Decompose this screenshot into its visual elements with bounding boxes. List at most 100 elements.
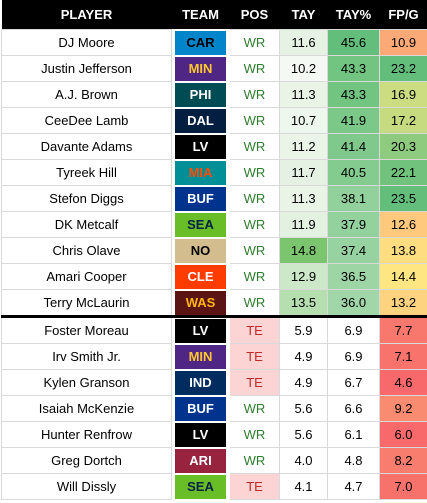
tay-pct-cell: 38.1 [327, 185, 380, 212]
fpg-cell: 6.0 [379, 421, 427, 448]
table-row: Isaiah McKenzie BUF WR 5.6 6.6 9.2 [1, 395, 427, 422]
team-cell: IND [171, 369, 230, 396]
table-row: Hunter Renfrow LV WR 5.6 6.1 6.0 [1, 421, 427, 448]
tay-pct-cell: 6.1 [327, 421, 380, 448]
table-row: Terry McLaurin WAS WR 13.5 36.0 13.2 [1, 289, 427, 317]
team-badge: NO [175, 238, 226, 263]
team-cell: WAS [171, 289, 230, 317]
player-name: Kylen Granson [1, 369, 172, 396]
fpg-cell: 23.5 [379, 185, 427, 212]
table-row: A.J. Brown PHI WR 11.3 43.3 16.9 [1, 81, 427, 108]
fpg-cell: 20.3 [379, 133, 427, 160]
column-header-fpg[interactable]: FP/G [379, 0, 427, 30]
column-header-pos[interactable]: POS [229, 0, 280, 30]
tay-pct-cell: 43.3 [327, 55, 380, 82]
fpg-cell: 9.2 [379, 395, 427, 422]
position-cell: WR [229, 447, 280, 474]
player-name: A.J. Brown [1, 81, 172, 108]
team-badge: SEA [175, 212, 226, 237]
table-row: Stefon Diggs BUF WR 11.3 38.1 23.5 [1, 185, 427, 212]
player-name: Foster Moreau [1, 315, 172, 344]
fpg-cell: 13.8 [379, 237, 427, 264]
column-header-player[interactable]: PLAYER [1, 0, 172, 30]
team-badge: BUF [175, 186, 226, 211]
position-cell: WR [229, 185, 280, 212]
team-cell: MIN [171, 55, 230, 82]
team-cell: CAR [171, 29, 230, 56]
team-badge: LV [175, 134, 226, 159]
position-cell: TE [229, 473, 280, 500]
tay-pct-cell: 41.9 [327, 107, 380, 134]
column-header-team[interactable]: TEAM [171, 0, 230, 30]
table-row: Davante Adams LV WR 11.2 41.4 20.3 [1, 133, 427, 160]
tay-cell: 4.1 [279, 473, 328, 500]
team-cell: CLE [171, 263, 230, 290]
position-cell: TE [229, 315, 280, 344]
tay-cell: 4.9 [279, 343, 328, 370]
table-body: DJ Moore CAR WR 11.6 45.6 10.9 Justin Jefferso… [1, 29, 427, 500]
position-cell: WR [229, 107, 280, 134]
position-cell: WR [229, 421, 280, 448]
team-cell: MIA [171, 159, 230, 186]
team-badge: ARI [175, 448, 226, 473]
team-cell: ARI [171, 447, 230, 474]
player-name: Chris Olave [1, 237, 172, 264]
tay-cell: 14.8 [279, 237, 328, 264]
team-badge: CAR [175, 30, 226, 55]
team-cell: LV [171, 315, 230, 344]
position-cell: WR [229, 29, 280, 56]
player-name: CeeDee Lamb [1, 107, 172, 134]
tay-pct-cell: 41.4 [327, 133, 380, 160]
header-row: PLAYER TEAM POS TAY TAY% FP/G [1, 0, 427, 30]
tay-cell: 11.6 [279, 29, 328, 56]
tay-cell: 11.7 [279, 159, 328, 186]
team-cell: SEA [171, 473, 230, 500]
position-cell: WR [229, 289, 280, 317]
team-badge: LV [175, 422, 226, 447]
team-badge: LV [175, 319, 226, 343]
tay-pct-cell: 6.9 [327, 343, 380, 370]
fpg-cell: 16.9 [379, 81, 427, 108]
tay-pct-cell: 37.9 [327, 211, 380, 238]
table-row: Irv Smith Jr. MIN TE 4.9 6.9 7.1 [1, 343, 427, 370]
player-name: Davante Adams [1, 133, 172, 160]
fpg-cell: 22.1 [379, 159, 427, 186]
player-name: Irv Smith Jr. [1, 343, 172, 370]
player-name: Tyreek Hill [1, 159, 172, 186]
table-row: DJ Moore CAR WR 11.6 45.6 10.9 [1, 29, 427, 56]
team-badge: CLE [175, 264, 226, 289]
tay-cell: 11.2 [279, 133, 328, 160]
table-row: Tyreek Hill MIA WR 11.7 40.5 22.1 [1, 159, 427, 186]
player-name: Will Dissly [1, 473, 172, 500]
position-cell: TE [229, 343, 280, 370]
tay-cell: 4.9 [279, 369, 328, 396]
tay-pct-cell: 4.8 [327, 447, 380, 474]
team-cell: MIN [171, 343, 230, 370]
team-badge: SEA [175, 474, 226, 499]
tay-cell: 12.9 [279, 263, 328, 290]
team-cell: NO [171, 237, 230, 264]
team-badge: IND [175, 370, 226, 395]
position-cell: WR [229, 159, 280, 186]
tay-cell: 11.3 [279, 185, 328, 212]
fpg-cell: 7.7 [379, 315, 427, 344]
tay-pct-cell: 6.9 [327, 315, 380, 344]
tay-pct-cell: 45.6 [327, 29, 380, 56]
column-header-tay[interactable]: TAY [279, 0, 328, 30]
fpg-cell: 4.6 [379, 369, 427, 396]
position-cell: WR [229, 237, 280, 264]
player-name: Justin Jefferson [1, 55, 172, 82]
team-badge: BUF [175, 396, 226, 421]
tay-cell: 5.6 [279, 395, 328, 422]
position-cell: WR [229, 81, 280, 108]
column-header-tay-pct[interactable]: TAY% [327, 0, 380, 30]
tay-pct-cell: 6.6 [327, 395, 380, 422]
position-cell: WR [229, 395, 280, 422]
table-row: Amari Cooper CLE WR 12.9 36.5 14.4 [1, 263, 427, 290]
table-row: Will Dissly SEA TE 4.1 4.7 7.0 [1, 473, 427, 500]
team-cell: SEA [171, 211, 230, 238]
fpg-cell: 7.1 [379, 343, 427, 370]
fpg-cell: 12.6 [379, 211, 427, 238]
tay-cell: 11.3 [279, 81, 328, 108]
player-name: Hunter Renfrow [1, 421, 172, 448]
